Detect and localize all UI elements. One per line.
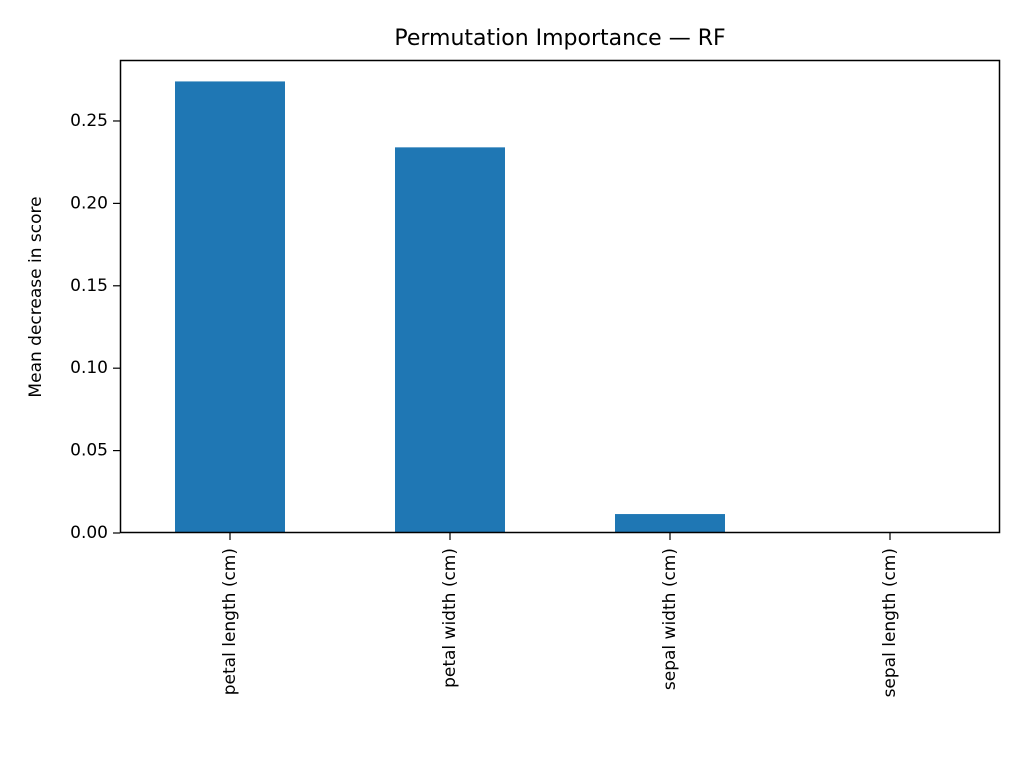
bar-petal-width [395,147,505,533]
y-axis-ticks: 0.00 0.05 0.10 0.15 0.20 0.25 [70,111,120,543]
x-tick-label: sepal width (cm) [660,548,680,690]
x-tick-label: sepal length (cm) [880,548,900,697]
y-axis-label: Mean decrease in score [26,196,46,397]
x-tick-label: petal width (cm) [440,548,460,688]
y-tick-label: 0.10 [70,358,108,378]
y-tick-label: 0.15 [70,276,108,296]
plot-area-frame [119,59,1001,534]
y-tick-label: 0.25 [70,111,108,131]
y-tick-label: 0.05 [70,441,108,461]
y-tick-label: 0.20 [70,193,108,213]
bar-sepal-width [615,514,725,533]
chart-title: Permutation Importance — RF [394,26,725,51]
bars-group [175,81,725,534]
y-tick-label: 0.00 [70,523,108,543]
x-tick-label: petal length (cm) [220,548,240,695]
x-axis-ticks: petal length (cm) petal width (cm) sepal w… [220,533,900,697]
bar-petal-length [175,81,285,534]
